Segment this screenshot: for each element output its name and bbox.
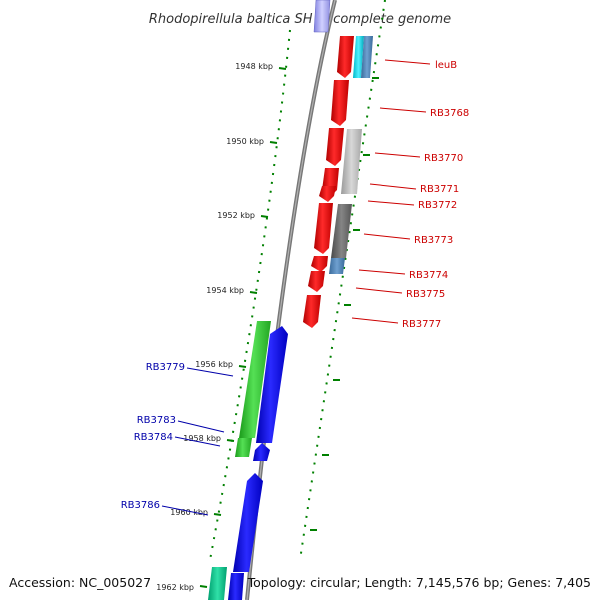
forward-genes [303, 36, 354, 328]
label-RB3771: RB3771 [420, 184, 459, 195]
gene-steel [361, 36, 373, 78]
gene-RB3773 [314, 203, 333, 254]
gene-partial-top [313, 0, 331, 33]
tick-label: 1956 kbp [195, 360, 233, 369]
gene-RB3786 [233, 473, 263, 572]
tick-mark [249, 291, 258, 294]
left-labels: RB3779 RB3783 RB3784 RB3786 [121, 362, 234, 516]
label-leuB: leuB [435, 60, 457, 71]
tick-label: 1950 kbp [226, 137, 264, 146]
tick-mark [213, 513, 222, 516]
side-genes [329, 36, 373, 274]
gene-teal [208, 567, 227, 600]
gene-RB3770 [326, 128, 344, 166]
genome-title: Rhodopirellula baltica SH 1, complete ge… [149, 12, 451, 27]
gene-RB3772 [319, 186, 336, 202]
tick-mark [278, 67, 287, 70]
gene-RB3775 [308, 271, 325, 292]
label-RB3775: RB3775 [406, 289, 445, 300]
label-RB3773: RB3773 [414, 235, 453, 246]
label-RB3779: RB3779 [146, 362, 185, 373]
reverse-genes [208, 321, 288, 600]
accession-text: Accession: NC_005027 [9, 575, 151, 590]
label-RB3777: RB3777 [402, 319, 441, 330]
footer-right-bg [258, 572, 600, 594]
label-RB3784: RB3784 [134, 432, 173, 443]
right-labels: leuB RB3768 RB3770 RB3771 RB3772 RB3773 … [351, 59, 469, 330]
gene-RB3784 [235, 438, 252, 457]
inner-dotted-arc [209, 29, 291, 561]
tick-mark [269, 141, 278, 144]
gene-leuB [337, 36, 354, 78]
genome-backbone-highlight [246, 0, 336, 600]
gene-small-blue [253, 443, 270, 461]
gene-RB3777 [303, 295, 321, 328]
outer-dotted-arc [299, 0, 386, 561]
gene-RB3783-blue [256, 326, 288, 443]
tick-label: 1962 kbp [156, 583, 194, 592]
tick-mark [260, 215, 269, 218]
tick-label: 1958 kbp [183, 434, 221, 443]
footer-left-bg [0, 572, 152, 594]
gene-steel-small [329, 258, 345, 274]
tick-label: 1952 kbp [217, 211, 255, 220]
label-RB3786: RB3786 [121, 500, 160, 511]
gene-cyan [353, 36, 364, 78]
gene-RB3779 [239, 321, 271, 438]
gene-gray-light [341, 129, 362, 194]
outer-minor-ticks [310, 77, 379, 531]
gene-blue-bottom [228, 573, 244, 600]
tick-label: 1948 kbp [235, 62, 273, 71]
gene-RB3774 [311, 256, 328, 272]
tick-mark [199, 585, 208, 588]
gene-RB3768 [331, 80, 349, 126]
gene-gray-dark [331, 204, 352, 258]
tick-mark [226, 439, 235, 442]
tick-label: 1954 kbp [206, 286, 244, 295]
tick-mark [238, 365, 247, 368]
label-RB3783: RB3783 [137, 415, 176, 426]
genome-backbone [245, 0, 337, 600]
label-RB3768: RB3768 [430, 108, 469, 119]
tick-label: 1960 kbp [170, 508, 208, 517]
topology-text: Topology: circular; Length: 7,145,576 bp… [247, 575, 591, 590]
label-RB3774: RB3774 [409, 270, 448, 281]
label-RB3772: RB3772 [418, 200, 457, 211]
label-RB3770: RB3770 [424, 153, 463, 164]
kbp-scale: 1948 kbp 1950 kbp 1952 kbp 1954 kbp 1956… [156, 62, 287, 592]
